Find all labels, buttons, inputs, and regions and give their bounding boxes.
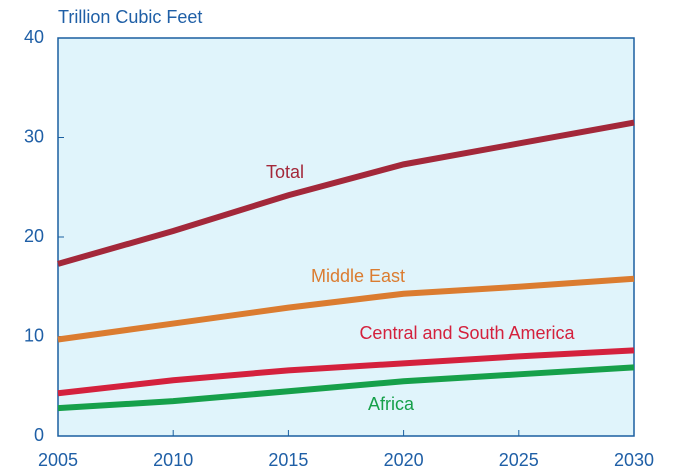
y-axis-label: Trillion Cubic Feet bbox=[58, 7, 202, 27]
series-label: Middle East bbox=[311, 266, 405, 286]
y-tick-label: 20 bbox=[24, 226, 44, 246]
series-label: Total bbox=[266, 162, 304, 182]
series-line bbox=[57, 119, 635, 267]
y-tick-label: 40 bbox=[24, 27, 44, 47]
y-tick-label: 10 bbox=[24, 325, 44, 345]
series-label: Central and South America bbox=[359, 323, 575, 343]
y-tick-label: 30 bbox=[24, 126, 44, 146]
series-line bbox=[57, 275, 635, 343]
series-label: Africa bbox=[368, 394, 415, 414]
x-tick-label: 2015 bbox=[268, 450, 308, 470]
x-tick-label: 2005 bbox=[38, 450, 78, 470]
x-tick-label: 2030 bbox=[614, 450, 654, 470]
series-line bbox=[57, 347, 635, 397]
series-line bbox=[57, 364, 635, 412]
x-tick-label: 2010 bbox=[153, 450, 193, 470]
x-tick-label: 2025 bbox=[499, 450, 539, 470]
y-tick-label: 0 bbox=[34, 425, 44, 445]
x-tick-label: 2020 bbox=[384, 450, 424, 470]
